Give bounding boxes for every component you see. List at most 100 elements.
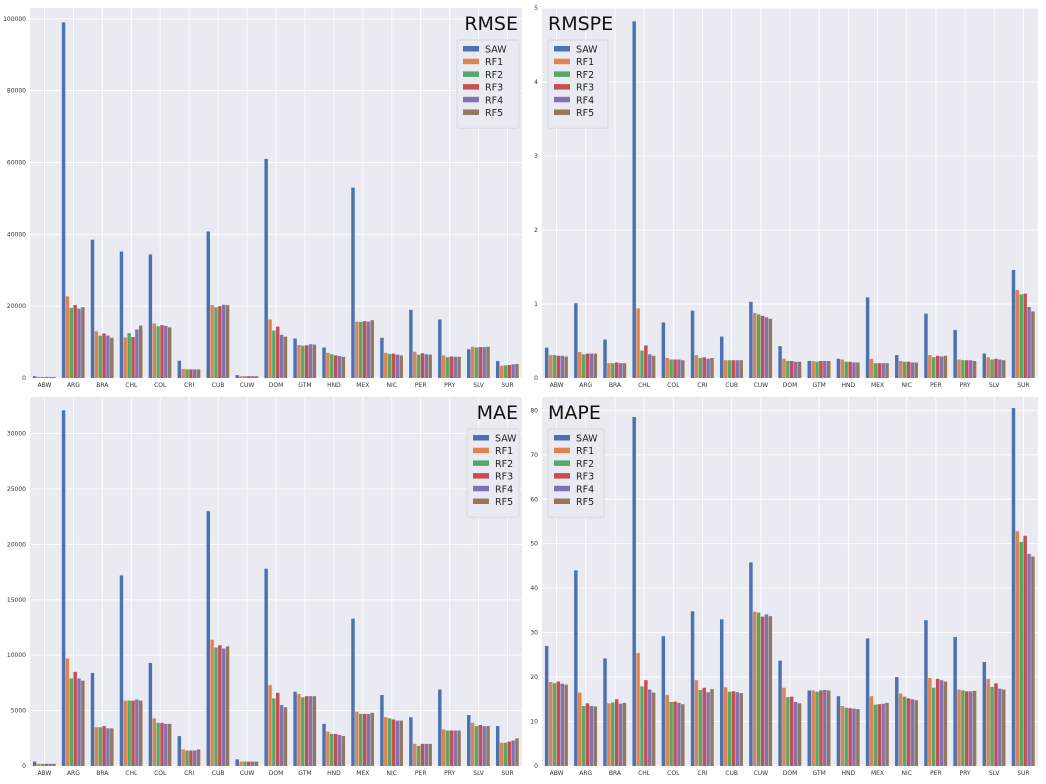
y-tick-label: 3 bbox=[534, 153, 538, 160]
bar-rf1-hnd bbox=[840, 359, 845, 378]
bar-rf1-cub bbox=[723, 687, 728, 766]
bar-saw-arg bbox=[574, 303, 578, 378]
x-tick-label: COL bbox=[667, 382, 680, 389]
bar-saw-arg bbox=[61, 410, 66, 766]
bar-rf3-col bbox=[673, 359, 677, 378]
x-tick-label: PRY bbox=[960, 382, 971, 389]
bar-saw-cub bbox=[719, 619, 724, 766]
chart-panel-mae: 0 5000 10000 15000 20000 25000 30000 ABW ARG BRA C… bbox=[7, 397, 522, 777]
bar-rf3-sur bbox=[1023, 293, 1027, 378]
bar-rf1-gtm bbox=[811, 360, 815, 378]
legend-label-saw: SAW bbox=[576, 434, 598, 445]
y-tick-label: 10 bbox=[530, 719, 538, 726]
bar-rf5-mex bbox=[370, 320, 374, 378]
bar-rf2-cri bbox=[698, 358, 703, 378]
y-tick-label: 80000 bbox=[7, 88, 26, 95]
bar-rf3-mex bbox=[877, 363, 882, 378]
bar-rf5-bra bbox=[622, 363, 627, 378]
y-tick-label: 2 bbox=[534, 227, 538, 234]
bar-rf3-col bbox=[673, 701, 677, 766]
bar-rf2-pry bbox=[445, 730, 450, 766]
bar-rf4-slv bbox=[998, 359, 1002, 378]
bar-rf2-abw bbox=[552, 683, 557, 766]
bar-rf4-cri bbox=[706, 358, 710, 378]
bar-rf5-chl bbox=[651, 692, 656, 766]
bar-rf4-abw bbox=[560, 683, 564, 766]
bar-rf4-dom bbox=[279, 705, 284, 766]
legend-swatch-rf4 bbox=[554, 96, 570, 103]
legend-label-rf3: RF3 bbox=[485, 83, 503, 94]
y-tick-label: 80 bbox=[530, 407, 538, 414]
x-tick-label: CUB bbox=[212, 770, 225, 777]
bar-rf2-arg bbox=[69, 307, 74, 378]
x-tick-label: SUR bbox=[1017, 770, 1029, 777]
bar-rf4-chl bbox=[648, 689, 652, 766]
bar-rf2-mex bbox=[873, 704, 878, 766]
bar-rf3-sur bbox=[507, 741, 511, 766]
bar-rf5-chl bbox=[139, 325, 143, 378]
legend-label-rf2: RF2 bbox=[576, 70, 594, 81]
bar-rf2-slv bbox=[474, 726, 479, 766]
bar-saw-slv bbox=[982, 661, 987, 766]
bar-rf5-dom bbox=[283, 707, 288, 766]
x-tick-label: HND bbox=[327, 382, 341, 389]
bar-saw-cub bbox=[719, 336, 724, 378]
bar-rf3-mex bbox=[362, 321, 367, 378]
bar-rf4-slv bbox=[998, 688, 1002, 766]
bar-rf1-cub bbox=[210, 639, 214, 766]
bar-rf4-abw bbox=[48, 763, 52, 766]
bar-rf4-per bbox=[939, 356, 944, 378]
bar-rf1-col bbox=[152, 718, 156, 766]
legend-label-rf4: RF4 bbox=[485, 95, 503, 106]
bar-rf4-sur bbox=[1027, 306, 1031, 378]
bar-rf4-nic bbox=[395, 354, 400, 378]
bar-rf1-cri bbox=[694, 355, 699, 378]
bar-rf2-cuw bbox=[243, 376, 247, 378]
bar-rf4-nic bbox=[395, 720, 400, 766]
legend-label-rf1: RF1 bbox=[576, 57, 594, 68]
x-tick-label: HND bbox=[842, 770, 856, 777]
bar-rf5-arg bbox=[593, 353, 598, 378]
bar-rf1-gtm bbox=[297, 693, 301, 766]
bar-rf2-gtm bbox=[815, 691, 819, 766]
bar-rf4-mex bbox=[881, 363, 885, 378]
x-tick-label: PRY bbox=[960, 770, 971, 777]
x-tick-label: CRI bbox=[697, 382, 707, 389]
bar-rf3-per bbox=[420, 743, 425, 766]
bar-rf3-chl bbox=[644, 680, 648, 766]
bar-rf3-hnd bbox=[333, 355, 338, 378]
bar-rf4-gtm bbox=[823, 360, 827, 378]
legend-label-rf3: RF3 bbox=[576, 83, 594, 94]
bar-rf3-dom bbox=[276, 326, 280, 378]
bar-rf5-dom bbox=[283, 336, 288, 378]
bar-rf5-mex bbox=[885, 702, 889, 766]
legend-label-rf3: RF3 bbox=[576, 472, 594, 483]
bar-saw-hnd bbox=[322, 723, 326, 766]
bar-rf1-pry bbox=[957, 689, 961, 766]
bar-rf4-chl bbox=[135, 329, 139, 378]
x-tick-label: ARG bbox=[579, 382, 592, 389]
bar-rf1-bra bbox=[94, 727, 99, 766]
bar-rf2-bra bbox=[98, 727, 102, 766]
x-tick-label: ABW bbox=[37, 382, 51, 389]
x-tick-label: NIC bbox=[901, 382, 911, 389]
legend-swatch-rf1 bbox=[463, 58, 479, 65]
bar-rf1-mex bbox=[869, 696, 874, 766]
bar-saw-hnd bbox=[836, 696, 841, 766]
bar-saw-mex bbox=[865, 297, 870, 378]
y-tick-label: 0 bbox=[534, 763, 538, 770]
bar-rf3-nic bbox=[391, 353, 396, 378]
bar-rf1-slv bbox=[986, 357, 990, 378]
bar-rf3-cub bbox=[218, 645, 222, 766]
bar-rf2-per bbox=[416, 354, 421, 378]
bar-rf5-cub bbox=[739, 693, 743, 766]
bar-rf2-mex bbox=[358, 321, 363, 378]
y-tick-label: 5000 bbox=[11, 708, 26, 715]
y-tick-label: 40000 bbox=[7, 231, 26, 238]
legend-label-rf2: RF2 bbox=[495, 459, 513, 470]
legend-swatch-rf3 bbox=[554, 84, 570, 90]
bar-rf3-cuw bbox=[247, 376, 251, 378]
bar-rf2-slv bbox=[990, 359, 994, 378]
bar-rf5-cri bbox=[710, 689, 714, 766]
bar-rf4-cri bbox=[193, 750, 197, 766]
